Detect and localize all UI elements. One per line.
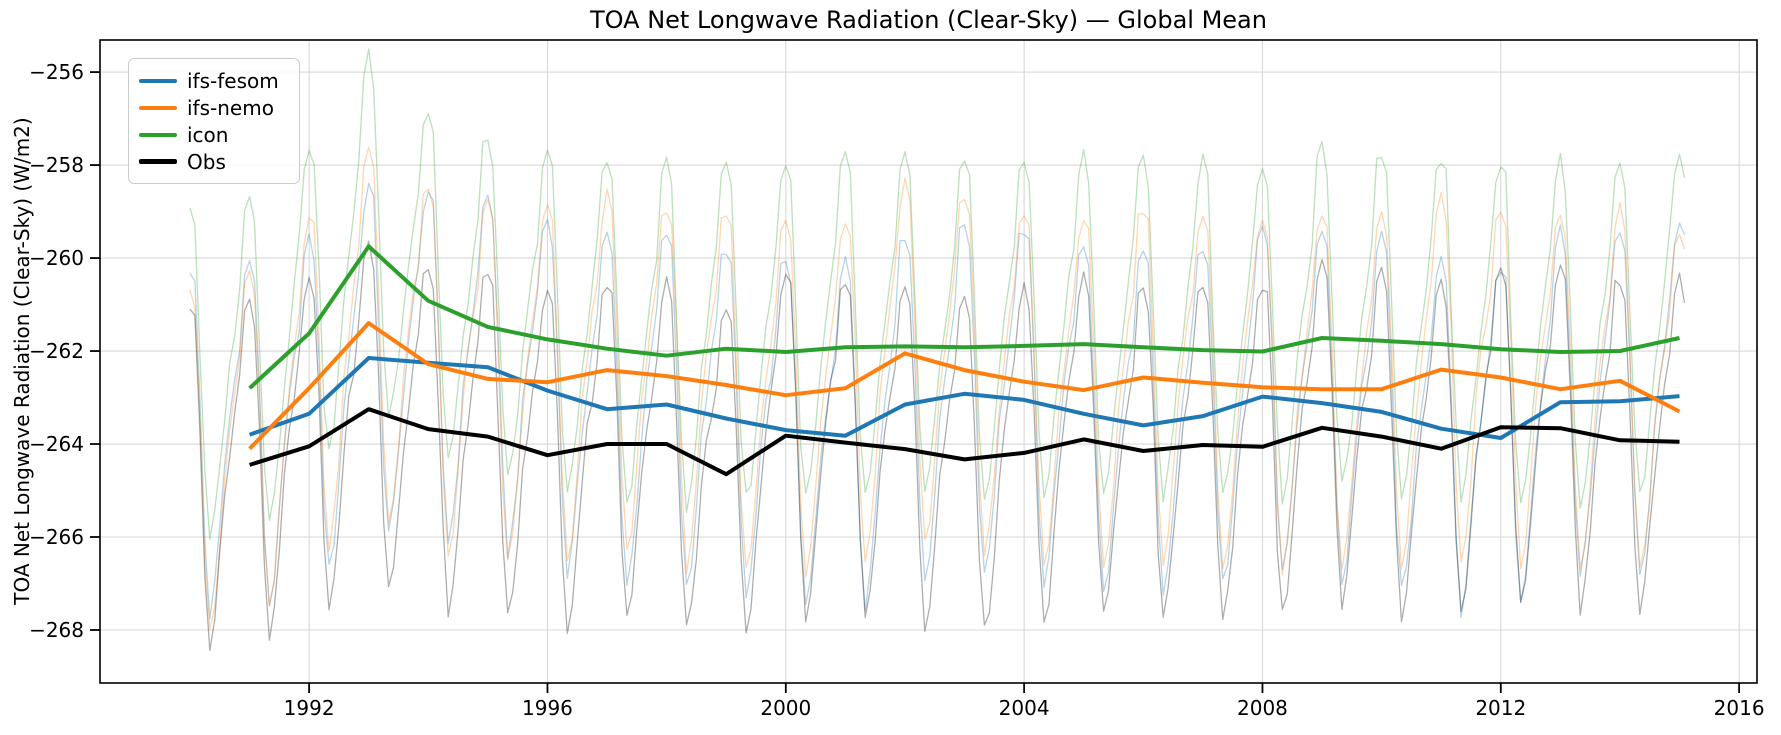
legend-item-icon: icon [139,121,289,148]
annual-line-icon [248,244,1680,390]
x-tick-label: 2012 [1475,696,1526,720]
legend-label: Obs [187,149,226,174]
plot-frame [99,39,1758,684]
x-tick-label: 2000 [760,696,811,720]
monthly-line-ifs-nemo [189,146,1686,630]
y-tick-label: −264 [29,432,84,456]
x-tick-label: 1992 [284,696,335,720]
x-tick-label: 2008 [1237,696,1288,720]
legend-line-sample [139,78,177,83]
legend-item-Obs: Obs [139,148,289,175]
legend-label: ifs-fesom [187,68,279,93]
legend-line-sample [139,159,177,164]
x-tick-label: 1996 [522,696,573,720]
annual-line-Obs [249,407,1680,477]
legend-line-sample [139,132,177,137]
legend-label: ifs-nemo [187,95,274,120]
y-tick-label: −268 [29,618,84,642]
legend-line-sample [139,105,177,110]
y-tick-label: −266 [29,525,84,549]
legend-item-ifs-fesom: ifs-fesom [139,67,289,94]
x-tick-label: 2016 [1714,696,1765,720]
monthly-line-icon [189,48,1686,540]
y-tick-label: −262 [29,339,84,363]
annual-line-ifs-fesom [248,356,1680,440]
x-tick-label: 2004 [999,696,1050,720]
legend: ifs-fesom ifs-nemo icon Obs [128,58,300,184]
legend-item-ifs-nemo: ifs-nemo [139,94,289,121]
annual-line-ifs-nemo [248,321,1681,451]
chart-title: TOA Net Longwave Radiation (Clear-Sky) —… [590,6,1267,34]
y-tick-label: −258 [29,153,84,177]
y-tick-label: −256 [29,60,84,84]
legend-label: icon [187,122,229,147]
y-tick-label: −260 [29,246,84,270]
monthly-line-Obs [189,240,1686,652]
y-axis-label: TOA Net Longwave Radiation (Clear-Sky) (… [10,117,34,605]
